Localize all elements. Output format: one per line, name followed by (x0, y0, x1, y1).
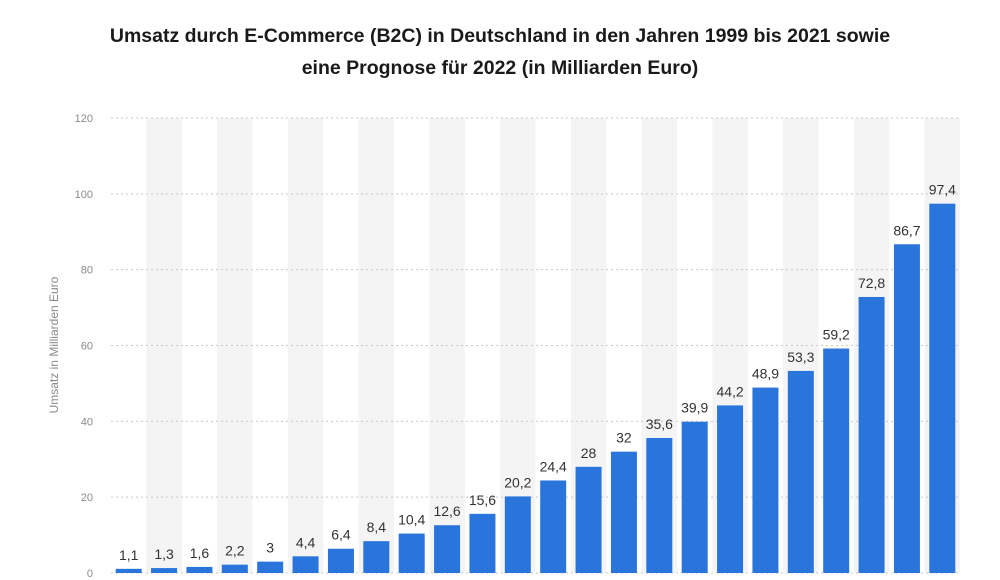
bar (717, 405, 744, 573)
data-label: 8,4 (367, 519, 387, 535)
data-label: 4,4 (296, 534, 316, 550)
y-tick-label: 100 (75, 189, 93, 201)
data-label: 1,3 (154, 546, 174, 562)
data-label: 3 (266, 540, 274, 556)
data-label: 2,2 (225, 543, 245, 559)
data-label: 12,6 (433, 503, 460, 519)
data-label: 24,4 (540, 458, 567, 474)
data-label: 10,4 (398, 512, 425, 528)
bar (575, 466, 602, 573)
data-label: 53,3 (787, 349, 814, 365)
bar (221, 564, 248, 573)
bar (363, 541, 390, 573)
bars (115, 203, 956, 574)
bar (292, 556, 319, 573)
chart-title-line-2: eine Prognose für 2022 (in Milliarden Eu… (301, 57, 699, 79)
bar (823, 348, 850, 573)
bar (327, 548, 354, 573)
bar (151, 568, 178, 573)
y-tick-label: 60 (81, 341, 93, 353)
bar (646, 438, 673, 573)
bar (504, 496, 531, 573)
data-label: 1,1 (119, 547, 139, 563)
y-axis-label: Umsatz in Milliarden Euro (47, 276, 61, 413)
y-tick-label: 40 (81, 416, 93, 428)
data-label: 32 (616, 430, 632, 446)
data-label: 15,6 (469, 492, 496, 508)
bar (929, 203, 956, 574)
y-tick-label: 0 (87, 568, 93, 580)
data-label: 28 (581, 445, 597, 461)
data-label: 86,7 (893, 222, 920, 238)
bar (115, 568, 142, 573)
data-label: 1,6 (190, 545, 210, 561)
data-label: 39,9 (681, 400, 708, 416)
bar (893, 244, 920, 573)
bar (186, 566, 213, 573)
bar (681, 421, 708, 573)
chart-title: Umsatz durch E-Commerce (B2C) in Deutsch… (0, 20, 1000, 84)
y-tick-label: 20 (81, 492, 93, 504)
bar (610, 451, 637, 573)
y-tick-label: 80 (81, 265, 93, 277)
y-axis-ticks: 0 20 40 60 80 100 120 (75, 113, 93, 580)
bar (858, 296, 885, 573)
data-label: 35,6 (646, 416, 673, 432)
data-label: 72,8 (858, 275, 885, 291)
data-labels: 1,1 1,3 1,6 2,2 3 4,4 6,4 8,4 10,4 12,6 15,6 20,2 24… (119, 182, 956, 563)
bar (434, 525, 461, 573)
bar (469, 513, 496, 573)
chart-title-line-1: Umsatz durch E-Commerce (B2C) in Deutsch… (109, 25, 891, 47)
data-label: 6,4 (331, 527, 351, 543)
data-label: 48,9 (752, 366, 779, 382)
data-label: 59,2 (823, 327, 850, 343)
bar (398, 533, 425, 573)
bar (257, 561, 284, 573)
data-label: 97,4 (929, 182, 956, 198)
bar (752, 387, 779, 573)
gridlines (111, 117, 960, 574)
bar (787, 370, 814, 573)
data-label: 20,2 (504, 474, 531, 490)
bar (540, 480, 567, 573)
y-tick-label: 120 (75, 113, 93, 125)
data-label: 44,2 (716, 383, 743, 399)
